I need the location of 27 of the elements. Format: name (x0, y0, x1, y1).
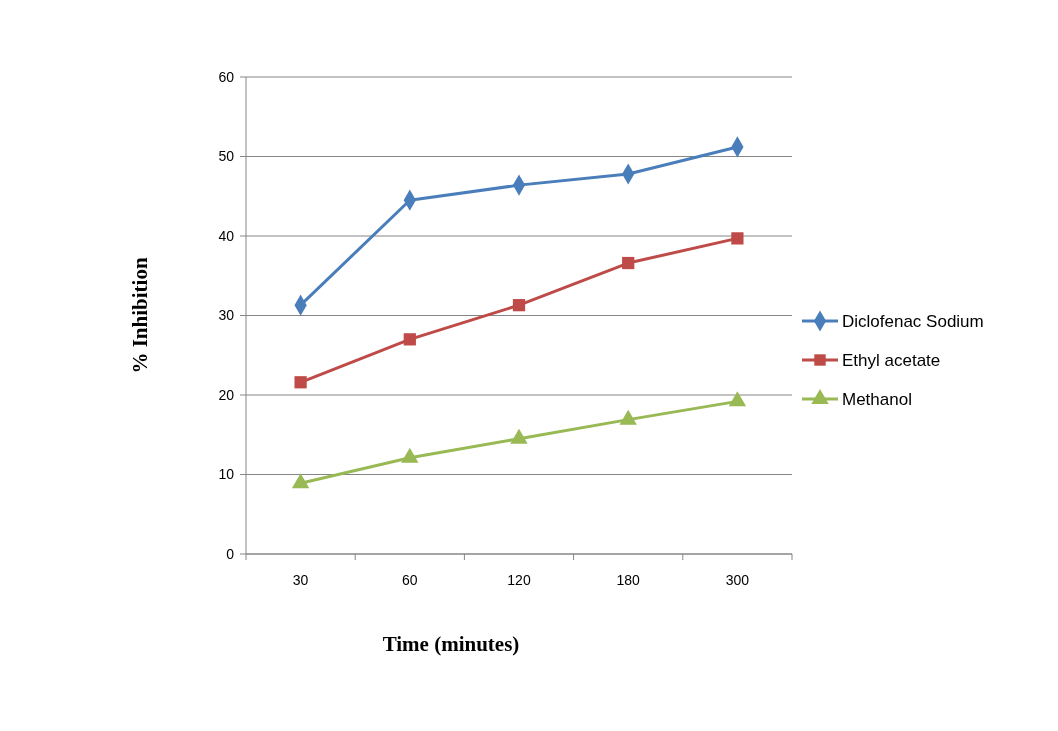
point (622, 256, 635, 270)
x-tick-label: 180 (616, 572, 641, 588)
legend-label: Ethyl acetate (842, 350, 941, 370)
y-tick-label: 10 (218, 466, 235, 483)
point (510, 428, 528, 444)
point (728, 391, 747, 407)
legend-label: Diclofenac Sodium (842, 311, 984, 331)
point (619, 409, 637, 425)
x-axis-title: Time (minutes) (382, 632, 520, 656)
y-tick-label: 0 (226, 545, 235, 562)
y-tick-label: 60 (218, 68, 235, 85)
y-tick-label: 50 (218, 148, 235, 165)
y-tick-label: 30 (218, 307, 235, 324)
point (512, 299, 526, 312)
y-axis-title: % Inhibition (128, 257, 152, 374)
x-tick-label: 120 (507, 572, 531, 588)
point (401, 447, 419, 463)
x-tick-label: 30 (292, 572, 309, 588)
x-tick-label: 60 (402, 572, 418, 588)
y-tick-label: 20 (218, 386, 235, 403)
point (294, 376, 307, 389)
point (291, 473, 310, 489)
x-tick-label: 300 (725, 572, 750, 588)
y-tick-label: 40 (218, 227, 235, 244)
point (731, 232, 744, 245)
point (403, 333, 416, 346)
legend-label: Methanol (842, 389, 912, 409)
